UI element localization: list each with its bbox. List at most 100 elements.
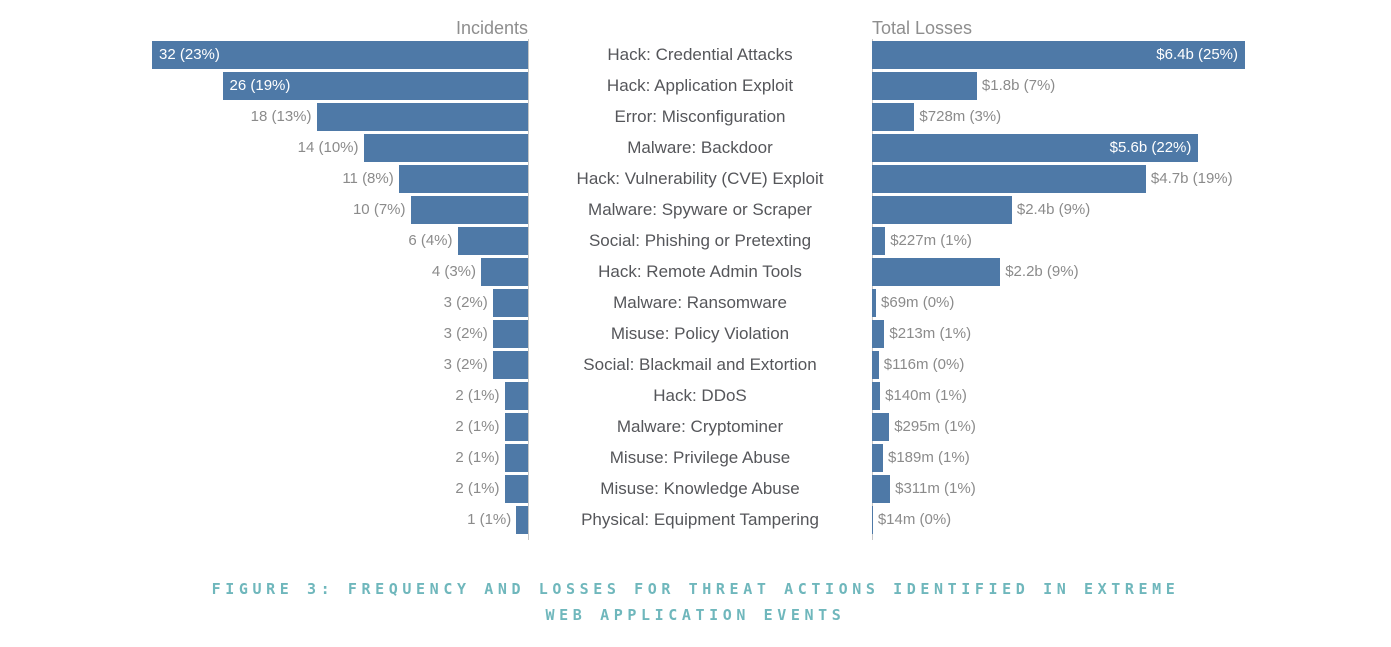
- losses-value-label: $311m (1%): [895, 480, 976, 497]
- incidents-value-label: 3 (2%): [443, 325, 488, 342]
- figure-caption: FIGURE 3: FREQUENCY AND LOSSES FOR THREA…: [0, 576, 1391, 628]
- incidents-cell: 6 (4%): [152, 225, 528, 256]
- losses-bar: [872, 257, 1001, 286]
- losses-value-label: $2.4b (9%): [1016, 201, 1091, 218]
- incidents-value-label: 3 (2%): [443, 294, 488, 311]
- losses-value-label-inside: $5.6b (22%): [1109, 139, 1192, 156]
- category-label: Malware: Ransomware: [613, 292, 787, 312]
- category-cell: Error: Misconfiguration: [528, 101, 872, 132]
- losses-cell: $6.4b (25%): [872, 39, 1248, 70]
- category-cell: Hack: Remote Admin Tools: [528, 256, 872, 287]
- losses-bar: $5.6b (22%): [872, 133, 1199, 162]
- losses-bar: $6.4b (25%): [872, 40, 1245, 69]
- losses-cell: $140m (1%): [872, 380, 1248, 411]
- incidents-cell: 14 (10%): [152, 132, 528, 163]
- figure-caption-line: WEB APPLICATION EVENTS: [545, 606, 846, 624]
- category-cell: Hack: Credential Attacks: [528, 39, 872, 70]
- losses-bar: [872, 195, 1012, 224]
- incidents-value-label-inside: 32 (23%): [159, 46, 220, 63]
- losses-cell: $2.2b (9%): [872, 256, 1248, 287]
- category-label: Hack: Credential Attacks: [607, 44, 793, 64]
- category-label: Hack: Application Exploit: [606, 75, 794, 95]
- losses-cell: $189m (1%): [872, 442, 1248, 473]
- incidents-value-label: 1 (1%): [467, 511, 512, 528]
- losses-cell: $227m (1%): [872, 225, 1248, 256]
- losses-bar: [872, 443, 883, 472]
- losses-value-label: $69m (0%): [881, 294, 955, 311]
- incidents-cell: 2 (1%): [152, 380, 528, 411]
- incidents-cell: 3 (2%): [152, 318, 528, 349]
- axis-titles-row: Incidents Total Losses: [152, 18, 1248, 39]
- category-label: Physical: Equipment Tampering: [581, 509, 819, 529]
- incidents-bar: [492, 319, 528, 348]
- category-cell: Misuse: Policy Violation: [528, 318, 872, 349]
- chart-row: 18 (13%) Error: Misconfiguration $728m (…: [152, 101, 1248, 132]
- losses-value-label: $116m (0%): [883, 356, 965, 373]
- incidents-cell: 2 (1%): [152, 473, 528, 504]
- losses-value-label: $213m (1%): [889, 325, 972, 342]
- category-label: Hack: DDoS: [653, 385, 747, 405]
- losses-cell: $728m (3%): [872, 101, 1248, 132]
- incidents-cell: 26 (19%): [152, 70, 528, 101]
- losses-cell: $4.7b (19%): [872, 163, 1248, 194]
- incidents-cell: 10 (7%): [152, 194, 528, 225]
- chart-row: 2 (1%) Hack: DDoS $140m (1%): [152, 380, 1248, 411]
- incidents-bar: 32 (23%): [152, 40, 528, 69]
- category-label: Misuse: Privilege Abuse: [609, 447, 791, 467]
- losses-bar: [872, 474, 891, 503]
- category-label: Hack: Vulnerability (CVE) Exploit: [576, 168, 824, 188]
- chart-row: 1 (1%) Physical: Equipment Tampering $14…: [152, 504, 1248, 535]
- incidents-bar: [398, 164, 528, 193]
- chart-row: 6 (4%) Social: Phishing or Pretexting $2…: [152, 225, 1248, 256]
- losses-bar: [872, 381, 881, 410]
- category-cell: Misuse: Knowledge Abuse: [528, 473, 872, 504]
- butterfly-chart: Incidents Total Losses 32 (23%) Hack: Cr…: [152, 18, 1248, 535]
- category-label: Social: Blackmail and Extortion: [583, 354, 817, 374]
- chart-row: 2 (1%) Misuse: Privilege Abuse $189m (1%…: [152, 442, 1248, 473]
- losses-value-label: $4.7b (19%): [1150, 170, 1233, 187]
- losses-value-label: $227m (1%): [890, 232, 972, 249]
- incidents-value-label: 4 (3%): [431, 263, 476, 280]
- category-label: Misuse: Policy Violation: [610, 323, 790, 343]
- incidents-baseline: [528, 39, 529, 540]
- incidents-bar: [492, 288, 528, 317]
- chart-row: 3 (2%) Social: Blackmail and Extortion $…: [152, 349, 1248, 380]
- losses-value-label: $728m (3%): [919, 108, 1002, 125]
- category-cell: Hack: Vulnerability (CVE) Exploit: [528, 163, 872, 194]
- incidents-value-label: 10 (7%): [352, 201, 406, 218]
- chart-row: 3 (2%) Misuse: Policy Violation $213m (1…: [152, 318, 1248, 349]
- losses-bar: [872, 505, 873, 534]
- losses-bar: [872, 350, 879, 379]
- category-cell: Hack: DDoS: [528, 380, 872, 411]
- category-label: Malware: Cryptominer: [616, 416, 784, 436]
- incidents-cell: 2 (1%): [152, 411, 528, 442]
- category-cell: Malware: Ransomware: [528, 287, 872, 318]
- chart-row: 3 (2%) Malware: Ransomware $69m (0%): [152, 287, 1248, 318]
- chart-row: 2 (1%) Misuse: Knowledge Abuse $311m (1%…: [152, 473, 1248, 504]
- incidents-value-label-inside: 26 (19%): [229, 77, 291, 94]
- losses-axis-title: Total Losses: [872, 18, 973, 38]
- incidents-value-label: 2 (1%): [455, 387, 500, 404]
- losses-bar: [872, 226, 886, 255]
- incidents-bar: [504, 381, 528, 410]
- incidents-cell: 32 (23%): [152, 39, 528, 70]
- category-label: Hack: Remote Admin Tools: [598, 261, 802, 281]
- incidents-cell: 3 (2%): [152, 349, 528, 380]
- losses-bar: [872, 319, 885, 348]
- incidents-cell: 11 (8%): [152, 163, 528, 194]
- category-label: Malware: Backdoor: [627, 137, 773, 157]
- losses-cell: $5.6b (22%): [872, 132, 1248, 163]
- incidents-bar: [316, 102, 528, 131]
- losses-value-label: $1.8b (7%): [981, 77, 1056, 94]
- losses-bar: [872, 102, 915, 131]
- incidents-value-label: 11 (8%): [342, 170, 394, 187]
- incidents-cell: 18 (13%): [152, 101, 528, 132]
- incidents-value-label: 3 (2%): [443, 356, 488, 373]
- incidents-value-label: 18 (13%): [250, 108, 312, 125]
- losses-bar: [872, 71, 977, 100]
- category-label: Social: Phishing or Pretexting: [588, 230, 812, 250]
- losses-bar: [872, 288, 877, 317]
- losses-cell: $311m (1%): [872, 473, 1248, 504]
- category-cell: Misuse: Privilege Abuse: [528, 442, 872, 473]
